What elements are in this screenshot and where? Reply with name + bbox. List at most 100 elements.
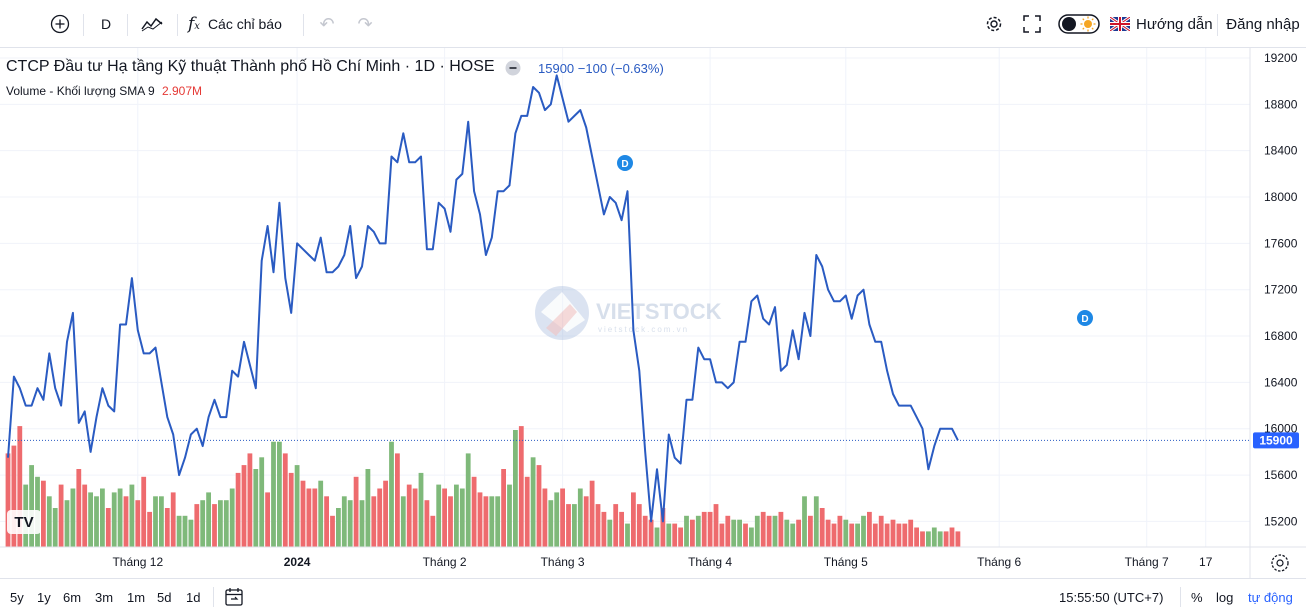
volume-bar	[11, 445, 17, 547]
volume-bars	[5, 426, 961, 547]
volume-bar	[436, 484, 442, 547]
percent-toggle[interactable]: %	[1191, 590, 1203, 605]
volume-bar	[849, 523, 855, 547]
add-symbol-button[interactable]	[46, 10, 74, 38]
volume-bar	[164, 508, 170, 547]
dividend-badge-2: D	[1077, 310, 1093, 326]
volume-bar	[678, 527, 683, 547]
toolbar-divider	[213, 587, 214, 607]
range-6m[interactable]: 6m	[63, 590, 82, 605]
goto-date-button[interactable]	[224, 587, 244, 610]
price-chart[interactable]: VIETSTOCK vietstock.com.vn 15200 15600 160…	[0, 48, 1306, 578]
range-1m[interactable]: 1m	[127, 590, 146, 605]
volume-legend: Volume - Khối lượng SMA 9 2.907M	[6, 84, 202, 98]
auto-scale-toggle[interactable]: tự động	[1248, 590, 1293, 605]
theme-toggle[interactable]	[1057, 10, 1101, 38]
volume-bar	[513, 430, 518, 547]
redo-button[interactable]: ↷	[352, 10, 378, 38]
x-tick-label: Tháng 4	[688, 555, 732, 569]
toolbar-divider	[127, 14, 128, 36]
volume-bar	[223, 500, 229, 547]
volume-bar	[300, 480, 306, 547]
range-5y[interactable]: 5y	[10, 590, 24, 605]
volume-bar	[949, 527, 955, 547]
log-toggle[interactable]: log	[1216, 590, 1234, 605]
volume-bar	[259, 457, 265, 547]
range-1d[interactable]: 1d	[186, 590, 201, 605]
login-label: Đăng nhập	[1226, 15, 1300, 33]
redo-icon: ↷	[357, 13, 373, 34]
vietstock-watermark: VIETSTOCK vietstock.com.vn	[535, 286, 722, 340]
volume-bar	[459, 488, 465, 547]
volume-bar	[784, 519, 790, 547]
x-tick-label: Tháng 6	[977, 555, 1021, 569]
volume-bar	[631, 492, 636, 547]
x-tick-label: 17	[1199, 555, 1213, 569]
volume-bar	[719, 523, 725, 547]
toolbar-divider	[83, 14, 84, 36]
indicators-button[interactable]: fx Các chỉ báo	[188, 10, 294, 38]
volume-bar	[359, 500, 365, 547]
volume-bar	[206, 492, 211, 547]
chart-type-button[interactable]	[138, 10, 166, 38]
volume-bar	[743, 523, 748, 547]
bottom-toolbar: 5y 1y 6m 3m 1m 5d 1d 15:55:50 (UTC+7) % …	[0, 578, 1306, 614]
range-1y[interactable]: 1y	[37, 590, 51, 605]
settings-button[interactable]	[981, 10, 1007, 38]
calendar-icon	[225, 588, 243, 606]
volume-bar	[324, 496, 329, 547]
volume-bar	[908, 519, 914, 547]
volume-bar	[5, 453, 11, 547]
x-tick-label: 2024	[284, 555, 311, 569]
volume-bar	[926, 531, 931, 547]
chart-grid	[0, 48, 1250, 547]
gear-icon	[1271, 554, 1289, 572]
volume-bar	[141, 476, 147, 547]
volume-bar	[813, 496, 819, 547]
function-icon: fx	[188, 14, 200, 34]
volume-bar	[188, 519, 194, 547]
volume-bar	[837, 515, 843, 547]
volume-bar	[518, 426, 524, 547]
volume-bar	[749, 527, 754, 547]
volume-bar	[176, 515, 182, 547]
volume-bar	[495, 496, 501, 547]
time-axis: Tháng 12 2024 Tháng 2 Tháng 3 Tháng 4 Tháng 5…	[0, 546, 1306, 569]
volume-bar	[377, 488, 383, 547]
range-5d[interactable]: 5d	[157, 590, 172, 605]
axis-settings-button	[1271, 554, 1289, 572]
volume-bar	[170, 492, 176, 547]
volume-bar	[111, 492, 117, 547]
volume-bar	[778, 511, 784, 547]
volume-bar	[371, 496, 377, 547]
last-price-badge	[1253, 432, 1299, 449]
volume-bar	[566, 504, 571, 547]
volume-bar	[825, 519, 831, 547]
clock-time[interactable]: 15:55:50 (UTC+7)	[1059, 590, 1164, 605]
range-3m[interactable]: 3m	[95, 590, 114, 605]
volume-bar	[64, 500, 70, 547]
login-button[interactable]: Đăng nhập	[1224, 10, 1302, 38]
volume-bar	[412, 488, 418, 547]
undo-button[interactable]: ↶	[314, 10, 340, 38]
volume-bar	[890, 519, 896, 547]
volume-bar	[129, 484, 135, 547]
volume-bar	[241, 465, 247, 547]
volume-bar	[802, 496, 807, 547]
guide-button[interactable]: Hướng dẫn	[1110, 10, 1214, 38]
x-tick-label: Tháng 12	[112, 555, 163, 569]
interval-button[interactable]: D	[94, 10, 118, 38]
fullscreen-button[interactable]	[1019, 10, 1045, 38]
volume-bar	[524, 476, 530, 547]
volume-bar	[153, 496, 158, 547]
volume-bar	[330, 515, 335, 547]
collapse-legend-button[interactable]	[505, 60, 521, 81]
volume-bar	[282, 453, 288, 547]
tradingview-logo-icon: TV	[14, 514, 33, 531]
volume-bar	[577, 488, 583, 547]
volume-bar	[200, 500, 206, 547]
volume-bar	[288, 472, 294, 547]
volume-bar	[872, 523, 878, 547]
volume-bar	[430, 515, 436, 547]
volume-bar	[843, 519, 849, 547]
